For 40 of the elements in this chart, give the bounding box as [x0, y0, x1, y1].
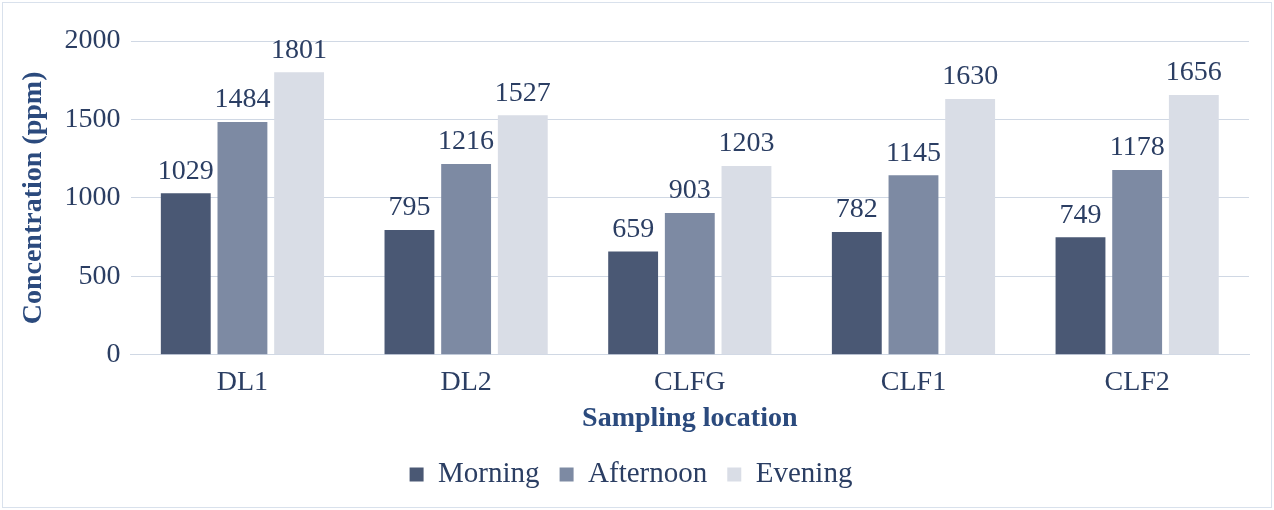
- bar: [608, 251, 659, 355]
- bar: [384, 230, 435, 355]
- bar: [441, 164, 492, 355]
- legend-label: Evening: [755, 456, 853, 489]
- data-label: 1630: [942, 59, 999, 91]
- data-label: 782: [835, 192, 878, 224]
- bar: [1112, 169, 1163, 355]
- x-tick-label: DL1: [216, 364, 269, 396]
- x-axis-title: Sampling location: [582, 401, 798, 433]
- data-label: 1484: [214, 82, 271, 114]
- y-tick-label: 500: [78, 258, 121, 290]
- data-label: 1203: [718, 126, 775, 158]
- data-label: 1527: [494, 75, 551, 107]
- bar: [831, 232, 882, 355]
- y-tick-label: 2000: [64, 23, 121, 55]
- bar: [217, 121, 268, 355]
- y-tick-label: 1500: [64, 101, 121, 133]
- y-tick-label: 0: [106, 337, 121, 369]
- x-tick-label: CLFG: [654, 364, 726, 396]
- legend-label: Afternoon: [588, 456, 708, 489]
- data-label: 749: [1059, 197, 1102, 229]
- data-label: 1178: [1109, 130, 1165, 162]
- legend-label: Morning: [438, 456, 540, 489]
- x-tick-label: CLF1: [880, 364, 947, 396]
- data-label: 659: [612, 211, 655, 243]
- y-tick-label: 1000: [64, 180, 121, 212]
- x-tick-label: DL2: [440, 364, 492, 396]
- data-label: 795: [388, 190, 431, 222]
- data-label: 1801: [271, 32, 328, 64]
- bar: [1055, 237, 1106, 355]
- data-label: 1656: [1165, 55, 1222, 87]
- bar: [664, 213, 715, 355]
- data-label: 1145: [886, 135, 941, 167]
- data-label: 1029: [157, 153, 214, 185]
- y-axis-title: Concentration (ppm): [16, 71, 48, 325]
- bar: [160, 193, 211, 355]
- x-tick-label: CLF2: [1104, 364, 1170, 396]
- data-label: 1216: [438, 124, 495, 156]
- bar: [888, 175, 939, 355]
- data-label: 903: [668, 173, 711, 205]
